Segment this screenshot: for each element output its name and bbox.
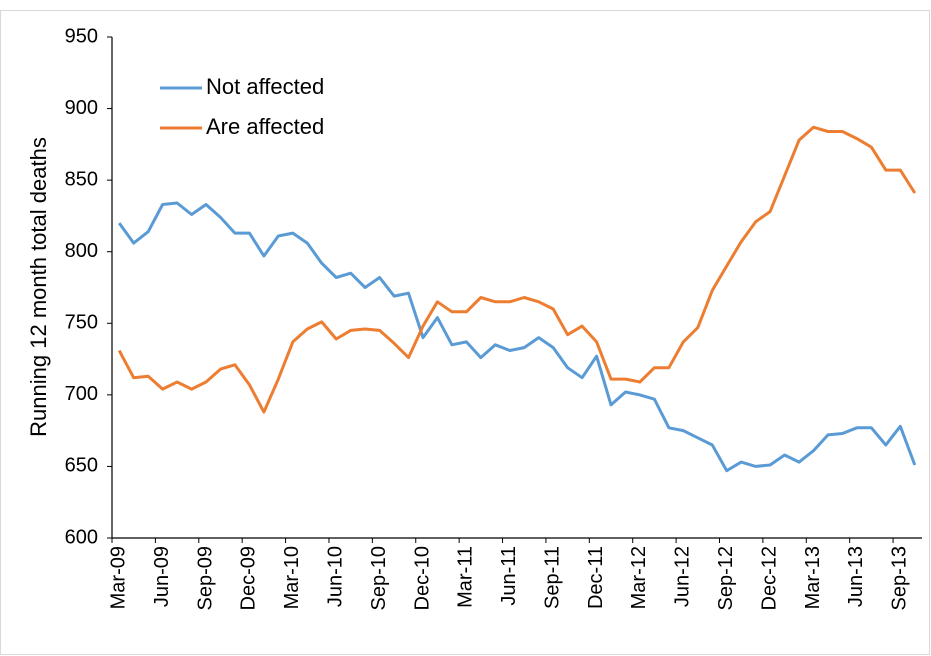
x-tick-label: Dec-12 <box>758 546 780 610</box>
x-tick-label: Sep-13 <box>889 546 911 611</box>
x-tick-label: Jun-13 <box>845 546 867 607</box>
x-tick-label: Mar-11 <box>455 546 477 608</box>
x-tick-label: Mar-12 <box>628 546 650 609</box>
x-tick-label: Jun-09 <box>151 546 173 607</box>
y-tick-label: 850 <box>65 168 98 190</box>
x-tick-label: Dec-09 <box>238 546 260 610</box>
y-tick-label: 700 <box>65 383 98 405</box>
x-tick-label: Jun-10 <box>324 546 346 607</box>
y-tick-label: 900 <box>65 97 98 119</box>
x-tick-label: Mar-13 <box>802 546 824 609</box>
x-tick-label: Mar-09 <box>108 546 130 609</box>
y-tick-label: 750 <box>65 312 98 334</box>
x-tick-label: Jun-11 <box>498 546 520 606</box>
y-tick-label: 800 <box>65 240 98 262</box>
legend-label: Are affected <box>206 114 324 139</box>
x-tick-label: Sep-10 <box>368 546 390 611</box>
x-tick-label: Dec-10 <box>411 546 433 610</box>
frame <box>0 10 930 655</box>
x-tick-label: Jun-12 <box>672 546 694 607</box>
y-axis-label: Running 12 month total deaths <box>26 137 51 437</box>
x-tick-label: Dec-11 <box>585 546 607 609</box>
series-line <box>117 125 917 414</box>
legend-label: Not affected <box>206 74 324 99</box>
y-tick-label: 950 <box>65 25 98 47</box>
x-tick-label: Mar-10 <box>281 546 303 609</box>
series-line <box>117 201 917 473</box>
x-tick-label: Sep-11 <box>541 546 563 609</box>
x-tick-label: Sep-12 <box>715 546 737 611</box>
y-tick-label: 650 <box>65 455 98 477</box>
x-tick-label: Sep-09 <box>194 546 216 611</box>
y-tick-label: 600 <box>65 526 98 548</box>
